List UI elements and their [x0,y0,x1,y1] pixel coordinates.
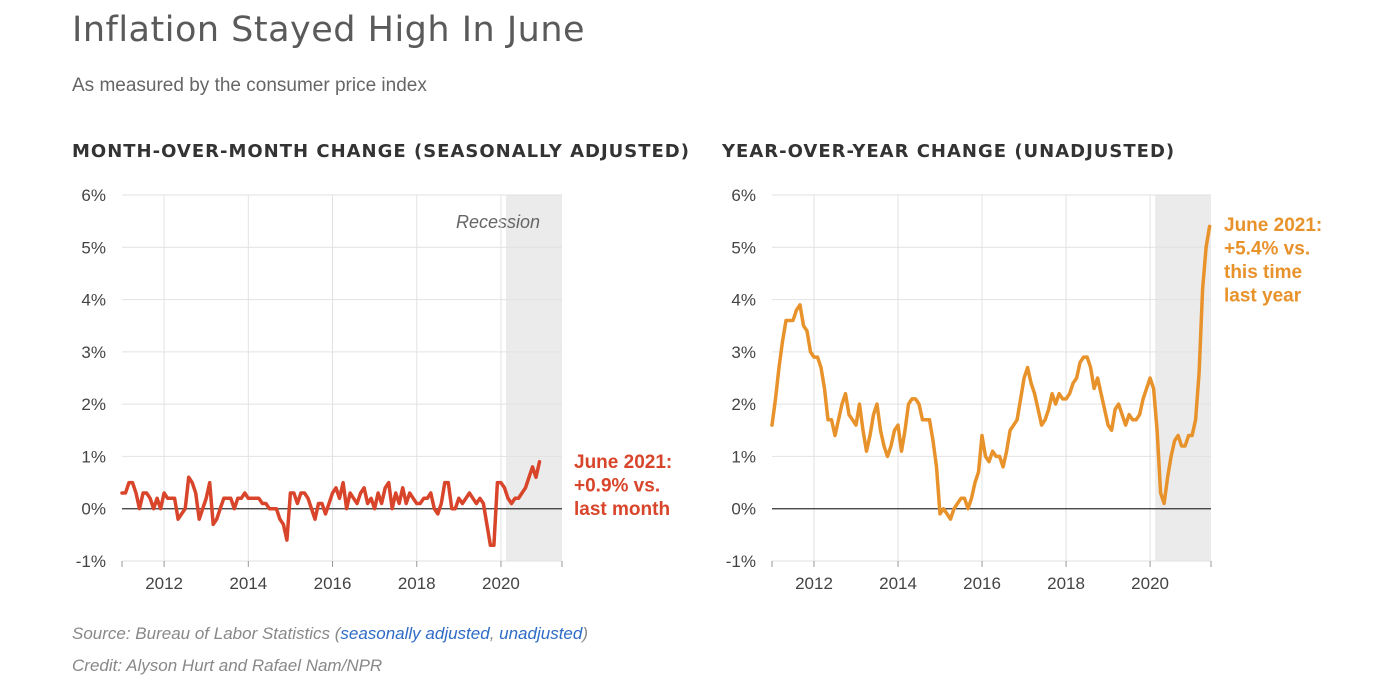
unadjusted-link[interactable]: unadjusted [499,624,583,643]
mom-y-tick-label: 1% [81,447,106,466]
mom-annotation-line: +0.9% vs. [574,476,660,497]
yoy-y-tick-label: 3% [731,343,756,362]
yoy-y-tick-label: 4% [731,291,756,310]
mom-y-tick-label: 6% [81,186,106,205]
yoy-recession-band [1155,195,1211,561]
yoy-annotation-line: June 2021: [1224,215,1322,236]
yoy-y-tick-label: 2% [731,395,756,414]
mom-chart: Recession -1% 0% 1% 2% 3% 4% 5% 6% 2012 2014 2016 20… [76,186,672,593]
mom-recession-label: Recession [456,212,540,232]
yoy-chart: -1% 0% 1% 2% 3% 4% 5% 6% 2012 2014 2016 2018 2020 Jun… [726,186,1322,593]
yoy-y-tick-label: 1% [731,447,756,466]
yoy-y-tick-label: -1% [726,552,756,571]
mom-x-tick-label: 2020 [482,574,520,593]
mom-x-tick-label: 2012 [145,574,183,593]
mom-x-tick-label: 2014 [229,574,267,593]
mom-y-tick-label: 3% [81,343,106,362]
page-title: Inflation Stayed High In June [72,10,586,50]
yoy-series-line [770,224,1212,521]
page-subtitle: As measured by the consumer price index [72,75,427,96]
mom-y-tick-label: 2% [81,395,106,414]
yoy-annotation-line: last year [1224,286,1302,307]
mom-y-tick-label: 0% [81,500,106,519]
yoy-x-tick-label: 2020 [1131,574,1169,593]
yoy-y-tick-label: 5% [731,238,756,257]
mom-series-line [120,459,542,548]
yoy-annotation-line: this time [1224,262,1302,283]
mom-x-tick-label: 2016 [314,574,352,593]
source-suffix: ) [582,624,588,643]
yoy-x-tick-label: 2016 [963,574,1001,593]
credit-line: Credit: Alyson Hurt and Rafael Nam/NPR [72,656,383,675]
source-line: Source: Bureau of Labor Statistics (seas… [72,624,588,644]
yoy-x-tick-label: 2012 [795,574,833,593]
mom-y-tick-label: 4% [81,291,106,310]
yoy-annotation-line: +5.4% vs. [1224,239,1310,260]
seasonally-adjusted-link[interactable]: seasonally adjusted [340,624,490,643]
mom-x-tick-label: 2018 [398,574,436,593]
mom-annotation-line: last month [574,499,670,520]
yoy-y-tick-label: 6% [731,186,756,205]
source-separator: , [489,624,500,643]
yoy-x-tick-label: 2018 [1047,574,1085,593]
source-prefix: Source: Bureau of Labor Statistics ( [72,624,341,643]
mom-chart-title: MONTH-OVER-MONTH CHANGE (SEASONALLY ADJU… [72,141,690,162]
yoy-y-tick-label: 0% [731,500,756,519]
yoy-x-tick-label: 2014 [879,574,917,593]
mom-y-tick-label: -1% [76,552,106,571]
yoy-chart-title: YEAR-OVER-YEAR CHANGE (UNADJUSTED) [722,141,1176,162]
mom-y-tick-label: 5% [81,238,106,257]
mom-annotation-line: June 2021: [574,452,672,473]
